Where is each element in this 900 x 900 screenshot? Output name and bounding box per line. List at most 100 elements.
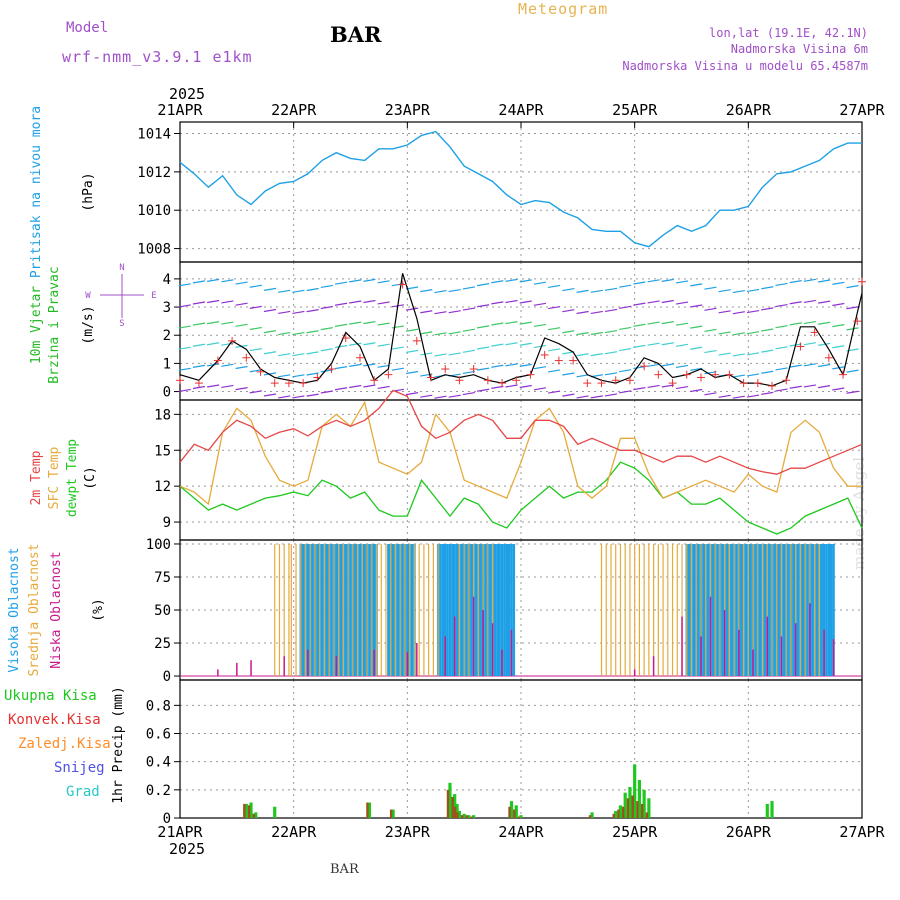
wind-barb — [619, 326, 632, 331]
wind-barb — [263, 372, 277, 376]
wind-barb — [221, 321, 234, 325]
wind-barb — [718, 310, 731, 314]
convective-rain-bar — [636, 801, 639, 818]
wind-barb — [221, 363, 234, 367]
y-tick-label: 50 — [154, 603, 171, 619]
wind-barb — [633, 387, 646, 391]
wind-barb — [249, 284, 262, 288]
wind-barb — [349, 279, 362, 283]
wind-barb — [619, 305, 632, 309]
total-rain-bar — [509, 801, 514, 818]
wind-barb — [704, 307, 717, 311]
wind-barb — [249, 369, 262, 373]
wind-barb — [704, 286, 717, 290]
y-tick-label: 100 — [146, 537, 171, 553]
wind-barb — [320, 305, 333, 310]
wind-barb — [690, 388, 703, 393]
wind-barb — [306, 309, 319, 313]
date-tick-label-top: 26APR — [726, 101, 772, 119]
wind-barb — [562, 330, 575, 334]
wind-barb — [462, 391, 476, 396]
y-tick-label: 75 — [154, 570, 171, 586]
precip-legend-item: Zaledj.Kisa — [18, 736, 111, 752]
wind-barb — [661, 299, 674, 304]
wind-barb — [519, 384, 532, 389]
wind-barb — [306, 287, 319, 292]
wind-barb — [349, 300, 362, 304]
wind-barb — [405, 328, 419, 332]
convective-rain-bar — [247, 805, 251, 818]
wind-barb — [675, 364, 689, 369]
wind-barb — [420, 331, 433, 335]
wind-barb — [263, 351, 277, 355]
precip-legend-item: Snijeg — [54, 760, 105, 776]
compass-east-label: E — [151, 291, 156, 301]
wind-barb — [818, 363, 831, 368]
wind-barb — [221, 384, 234, 389]
convective-rain-bar — [508, 806, 511, 818]
wind-barb — [178, 325, 191, 329]
wind-barb — [732, 353, 745, 357]
cloud-unit-label: (%) — [91, 598, 106, 621]
wind-barb — [192, 343, 206, 347]
convective-rain-bar — [626, 798, 630, 818]
wind-barb — [647, 384, 660, 389]
high-cloud-axis-label: Visoka Oblacnost — [7, 547, 22, 672]
wind-barb — [306, 372, 319, 376]
wind-barb — [604, 329, 618, 334]
wind-barb — [349, 321, 362, 325]
wind-barb — [675, 343, 689, 347]
wind-barb — [775, 367, 788, 371]
wind-barb — [178, 283, 191, 287]
pressure-series — [179, 130, 862, 248]
date-tick-label-top: 27APR — [839, 101, 885, 119]
wind-barb — [633, 302, 646, 306]
wind-barb — [761, 349, 774, 353]
wind-barb — [178, 367, 191, 371]
model-label: Model — [66, 20, 109, 36]
wind-barb — [675, 385, 689, 390]
sfc-temp-series — [179, 400, 862, 506]
total-rain-bar — [628, 787, 632, 818]
temp-2m-series — [179, 389, 863, 475]
wind-barb — [761, 328, 774, 332]
total-rain-bar — [457, 810, 462, 818]
wind-barb — [548, 390, 561, 394]
wind-barb — [690, 346, 703, 350]
wind-barb — [477, 325, 490, 329]
chart-title: Meteogram — [518, 0, 609, 18]
wind-barb — [548, 348, 561, 352]
date-tick-label-bottom: 21APR — [157, 823, 203, 841]
wind-barb — [263, 308, 277, 313]
date-tick-label-bottom: 22APR — [271, 823, 317, 841]
wind-barb — [519, 363, 532, 367]
wind-barb — [746, 288, 760, 293]
wind-barb — [690, 325, 703, 329]
wind-barb — [619, 369, 632, 373]
wind-barb — [306, 393, 319, 397]
wind-barb — [278, 331, 291, 336]
wind-barb — [533, 281, 547, 285]
date-tick-label-bottom: 26APR — [726, 823, 772, 841]
total-rain-bar — [249, 802, 253, 818]
wind-barb — [832, 345, 845, 349]
wind-barb — [846, 285, 859, 289]
wind-barb — [434, 311, 447, 315]
wind-barb — [818, 321, 831, 325]
wind-barb — [363, 363, 376, 367]
wind-barb — [448, 394, 461, 398]
wind-barb — [548, 284, 561, 289]
date-tick-label-top: 25APR — [612, 101, 658, 119]
wind-barb — [221, 300, 234, 304]
wind-barb — [505, 321, 518, 325]
wind-barb — [576, 374, 589, 378]
total-rain-bar — [590, 812, 594, 818]
convective-rain-bar — [631, 795, 634, 818]
wind-barb — [491, 280, 504, 284]
wind-barb — [263, 330, 277, 334]
compass-west-label: W — [85, 291, 91, 301]
wind-barb — [732, 374, 745, 378]
wind-barb — [491, 322, 504, 326]
total-rain-bar — [462, 813, 466, 818]
y-tick-label: 0.6 — [146, 727, 171, 743]
